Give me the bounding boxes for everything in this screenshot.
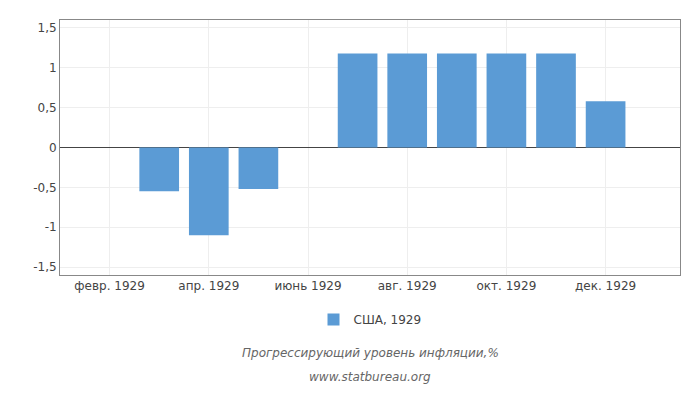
svg-text:США, 1929: США, 1929 xyxy=(354,313,422,327)
svg-text:0,5: 0,5 xyxy=(38,101,57,115)
svg-text:1,5: 1,5 xyxy=(38,21,57,35)
svg-text:-1: -1 xyxy=(45,220,57,234)
svg-text:1: 1 xyxy=(49,61,57,75)
svg-text:Прогрессирующий уровень инфляц: Прогрессирующий уровень инфляции,% xyxy=(242,346,499,360)
svg-text:www.statbureau.org: www.statbureau.org xyxy=(309,370,431,384)
svg-text:-1,5: -1,5 xyxy=(33,260,56,274)
svg-text:апр. 1929: апр. 1929 xyxy=(178,279,239,293)
svg-text:июнь 1929: июнь 1929 xyxy=(274,279,341,293)
svg-text:февр. 1929: февр. 1929 xyxy=(74,279,145,293)
svg-text:дек. 1929: дек. 1929 xyxy=(575,279,636,293)
svg-text:-0,5: -0,5 xyxy=(33,181,56,195)
svg-text:авг. 1929: авг. 1929 xyxy=(378,279,437,293)
svg-text:окт. 1929: окт. 1929 xyxy=(477,279,537,293)
svg-text:0: 0 xyxy=(49,141,57,155)
